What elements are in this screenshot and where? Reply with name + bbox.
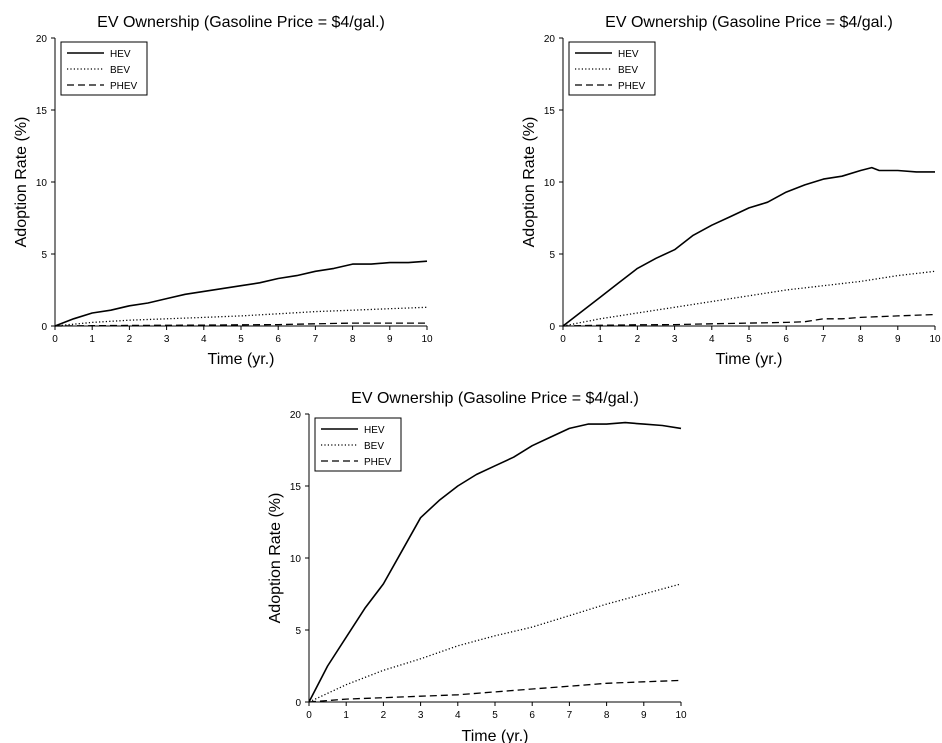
series-line-phev: [54, 322, 427, 327]
legend-label-bev: BEV: [618, 65, 638, 76]
legend: HEV BEV PHEV: [60, 41, 148, 96]
y-tick-label: 15: [36, 106, 48, 117]
legend-label-phev: PHEV: [110, 81, 138, 92]
y-tick-label: 0: [41, 322, 47, 333]
x-tick-label: 3: [164, 334, 170, 345]
series-line-phev: [562, 313, 936, 327]
legend: HEV BEV PHEV: [314, 417, 402, 472]
y-tick-label: 0: [295, 698, 301, 709]
y-tick-label: 15: [544, 106, 556, 117]
legend: HEV BEV PHEV: [568, 41, 656, 96]
legend-label-bev: BEV: [364, 441, 384, 452]
x-tick-label: 6: [783, 334, 789, 345]
legend-box: [314, 417, 402, 472]
legend-box: [568, 41, 656, 96]
y-tick-label: 5: [549, 250, 555, 261]
x-tick-label: 3: [672, 334, 678, 345]
series-line-hev: [562, 166, 935, 327]
legend-label-phev: PHEV: [364, 457, 392, 468]
y-tick-label: 20: [290, 410, 302, 421]
x-tick-label: 4: [709, 334, 715, 345]
x-tick-label: 1: [89, 334, 95, 345]
y-axis-label: Adoption Rate (%): [521, 117, 538, 248]
legend-label-bev: BEV: [110, 65, 130, 76]
y-tick-label: 0: [549, 322, 555, 333]
legend-box: [60, 41, 148, 96]
x-tick-label: 3: [418, 710, 424, 721]
series-line-bev: [562, 270, 936, 327]
x-tick-label: 7: [567, 710, 573, 721]
x-tick-label: 0: [560, 334, 566, 345]
x-tick-label: 7: [313, 334, 319, 345]
x-tick-label: 0: [306, 710, 312, 721]
y-tick-label: 15: [290, 482, 302, 493]
x-axis-label: Time (yr.): [208, 351, 275, 368]
x-tick-label: 8: [604, 710, 610, 721]
x-tick-label: 9: [387, 334, 393, 345]
x-tick-label: 10: [675, 710, 687, 721]
legend-label-hev: HEV: [110, 49, 131, 60]
x-tick-label: 8: [350, 334, 356, 345]
series-line-phev: [308, 679, 682, 703]
x-tick-label: 4: [201, 334, 207, 345]
legend-label-hev: HEV: [364, 425, 385, 436]
y-tick-label: 20: [36, 34, 48, 45]
y-tick-label: 10: [290, 554, 302, 565]
x-tick-label: 1: [597, 334, 603, 345]
x-tick-label: 9: [641, 710, 647, 721]
series-line-hev: [308, 421, 682, 703]
chart-top-right: EV Ownership (Gasoline Price = $4/gal.) 0…: [521, 14, 941, 368]
x-tick-label: 7: [821, 334, 827, 345]
y-tick-label: 10: [544, 178, 556, 189]
x-tick-label: 2: [127, 334, 133, 345]
chart-title: EV Ownership (Gasoline Price = $4/gal.): [351, 390, 639, 407]
y-axis-label: Adoption Rate (%): [13, 117, 30, 248]
series-line-bev: [308, 583, 682, 703]
x-tick-label: 6: [529, 710, 535, 721]
chart-title: EV Ownership (Gasoline Price = $4/gal.): [97, 14, 385, 31]
chart-top-left: EV Ownership (Gasoline Price = $4/gal.) 0…: [13, 14, 433, 368]
x-tick-label: 4: [455, 710, 461, 721]
series-line-hev: [54, 260, 428, 327]
x-tick-label: 8: [858, 334, 864, 345]
x-tick-label: 6: [275, 334, 281, 345]
x-tick-label: 9: [895, 334, 901, 345]
legend-label-hev: HEV: [618, 49, 639, 60]
y-tick-label: 20: [544, 34, 556, 45]
y-axis-label: Adoption Rate (%): [267, 493, 284, 624]
x-tick-label: 5: [238, 334, 244, 345]
x-tick-label: 2: [381, 710, 387, 721]
x-tick-label: 5: [492, 710, 498, 721]
chart-title: EV Ownership (Gasoline Price = $4/gal.): [605, 14, 893, 31]
x-axis-label: Time (yr.): [462, 728, 529, 743]
series-line-bev: [54, 306, 428, 327]
x-axis-label: Time (yr.): [716, 351, 783, 368]
x-tick-label: 10: [929, 334, 941, 345]
legend-label-phev: PHEV: [618, 81, 646, 92]
y-tick-label: 10: [36, 178, 48, 189]
x-tick-label: 2: [635, 334, 641, 345]
x-tick-label: 0: [52, 334, 58, 345]
x-tick-label: 10: [421, 334, 433, 345]
chart-bottom-center: EV Ownership (Gasoline Price = $4/gal.) 0…: [267, 390, 687, 743]
x-tick-label: 5: [746, 334, 752, 345]
x-tick-label: 1: [343, 710, 349, 721]
y-tick-label: 5: [295, 626, 301, 637]
y-tick-label: 5: [41, 250, 47, 261]
